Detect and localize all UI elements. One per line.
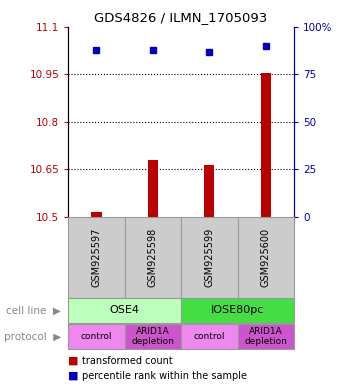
Text: transformed count: transformed count bbox=[82, 356, 173, 366]
Text: protocol  ▶: protocol ▶ bbox=[4, 331, 61, 342]
Text: cell line  ▶: cell line ▶ bbox=[6, 305, 61, 316]
Bar bbox=[148, 160, 158, 217]
Bar bbox=[261, 73, 271, 217]
Text: ARID1A
depletion: ARID1A depletion bbox=[132, 327, 174, 346]
Text: ■: ■ bbox=[68, 371, 79, 381]
Text: ■: ■ bbox=[68, 356, 79, 366]
Bar bbox=[91, 212, 102, 217]
Text: GSM925597: GSM925597 bbox=[91, 228, 102, 287]
Text: ARID1A
depletion: ARID1A depletion bbox=[244, 327, 287, 346]
Text: GSM925600: GSM925600 bbox=[261, 228, 271, 287]
Text: IOSE80pc: IOSE80pc bbox=[211, 305, 264, 316]
Text: GSM925599: GSM925599 bbox=[204, 228, 214, 287]
Text: GSM925598: GSM925598 bbox=[148, 228, 158, 287]
Bar bbox=[204, 165, 215, 217]
Text: control: control bbox=[194, 332, 225, 341]
Text: percentile rank within the sample: percentile rank within the sample bbox=[82, 371, 247, 381]
Title: GDS4826 / ILMN_1705093: GDS4826 / ILMN_1705093 bbox=[94, 11, 268, 24]
Text: OSE4: OSE4 bbox=[110, 305, 140, 316]
Text: control: control bbox=[81, 332, 112, 341]
